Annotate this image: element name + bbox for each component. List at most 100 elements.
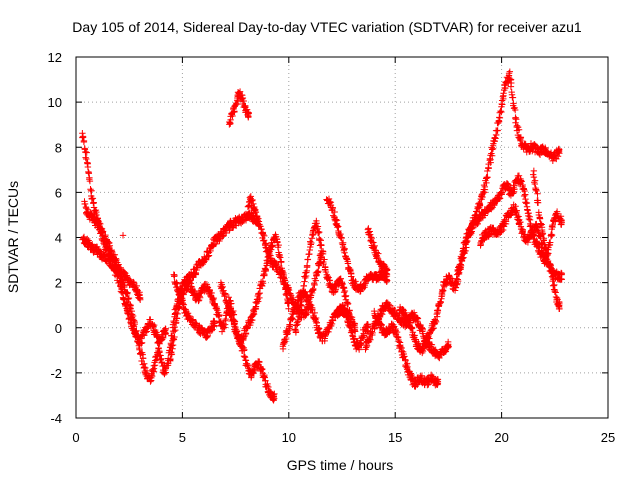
data-point [120,295,127,302]
data-point [174,310,181,318]
data-point [285,305,292,312]
data-point [275,241,282,249]
data-point [334,224,341,231]
data-point [112,255,120,262]
data-point [192,269,199,277]
data-point [484,174,491,181]
data-point [378,310,385,317]
data-point [259,282,266,290]
data-point [227,311,235,318]
data-point [258,365,265,372]
data-point [319,250,327,258]
data-point [287,321,294,328]
data-point [385,301,393,308]
data-point [395,338,403,345]
chart-title: Day 105 of 2014, Sidereal Day-to-day VTE… [72,19,582,35]
data-point [143,367,151,375]
series-t3 [81,198,144,303]
data-point [348,327,355,335]
data-point [271,390,278,398]
data-point [296,306,303,313]
x-tick-label: 20 [494,430,508,445]
data-point [439,286,446,294]
data-point [161,370,168,378]
data-point [124,273,131,281]
data-point [414,318,421,325]
data-point [311,309,318,317]
data-point [244,361,251,369]
data-point [508,79,515,87]
data-point [315,229,322,237]
data-point [311,281,318,289]
data-point [367,336,374,343]
data-point [250,200,257,208]
data-point [407,324,415,332]
data-point [203,283,211,290]
data-point [488,146,496,153]
data-point [124,290,131,297]
y-tick-label: -4 [50,411,62,426]
data-point [119,285,126,293]
data-point [147,378,154,385]
data-point [439,287,447,295]
data-point [304,256,312,263]
data-point [240,347,248,354]
data-point [169,341,177,349]
data-point [141,360,148,367]
data-point [222,315,229,323]
data-point [276,251,283,259]
data-point [292,322,300,329]
data-point [141,332,148,339]
data-point [171,273,178,280]
data-point [434,380,441,388]
data-point [325,274,332,281]
data-point [348,273,355,280]
data-point [315,325,323,332]
data-point [130,278,137,286]
data-point [309,285,317,293]
data-point [308,239,315,247]
x-tick-label: 5 [179,430,186,445]
data-point [123,301,130,308]
data-point [204,332,212,339]
data-point [83,149,90,156]
data-point [148,372,156,380]
data-point [324,273,331,280]
data-point [315,268,322,275]
data-point [292,327,300,335]
data-point [138,339,146,346]
series-t14 [396,68,563,357]
series-t10 [323,195,391,295]
data-point [414,315,422,322]
data-point [80,137,88,145]
data-point [331,287,339,295]
data-point [245,202,252,210]
data-point [337,234,344,241]
data-point [99,228,107,235]
data-point [150,321,158,329]
data-point [346,319,353,326]
data-point [189,316,197,323]
data-point [169,345,176,353]
data-point [426,335,433,342]
data-point [444,344,452,351]
data-point [491,134,499,141]
data-point [199,260,207,268]
data-point [231,320,238,328]
data-point [171,323,178,331]
data-point [274,262,282,270]
data-point [351,320,359,328]
data-point [505,70,513,77]
data-point [298,302,305,310]
data-point [300,282,307,290]
data-point [275,253,283,260]
data-point [500,92,507,99]
y-tick-label: 4 [55,231,62,246]
data-point [148,371,155,379]
data-point [253,212,261,220]
data-point [261,272,268,279]
data-point [322,268,330,276]
data-point [481,183,489,191]
x-tick-label: 0 [72,430,79,445]
data-point [337,275,344,282]
